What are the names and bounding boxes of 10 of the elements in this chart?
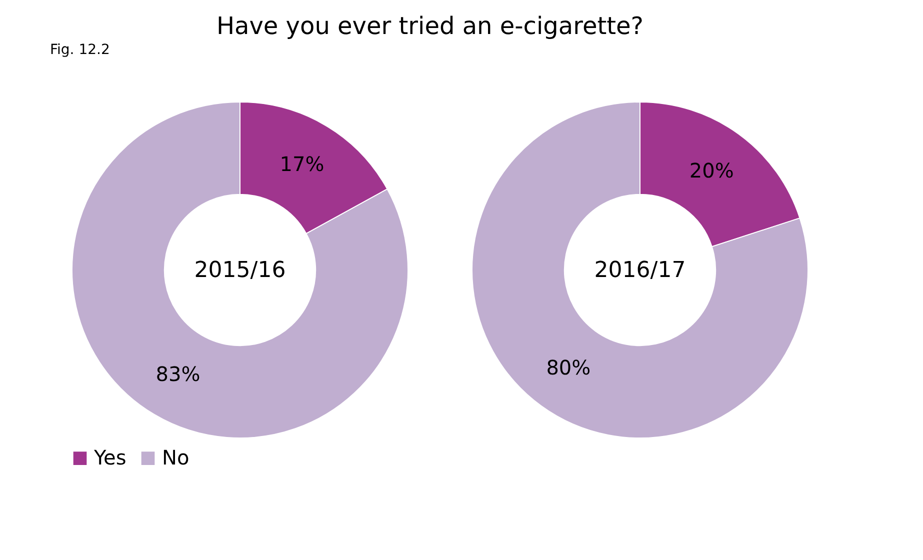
legend-label: No [162,445,190,470]
caption: Fig. 12.2 [50,42,110,58]
chart-title: Have you ever tried an e-cigarette? [216,12,644,40]
data-label: 83% [156,362,200,386]
slice-label: 2015/16 [194,258,286,283]
data-label: 17% [280,152,324,176]
data-label: 80% [546,356,591,380]
slice-label: 2016/17 [594,258,686,283]
legend-label: Yes [93,445,126,470]
data-label: 20% [689,158,734,182]
